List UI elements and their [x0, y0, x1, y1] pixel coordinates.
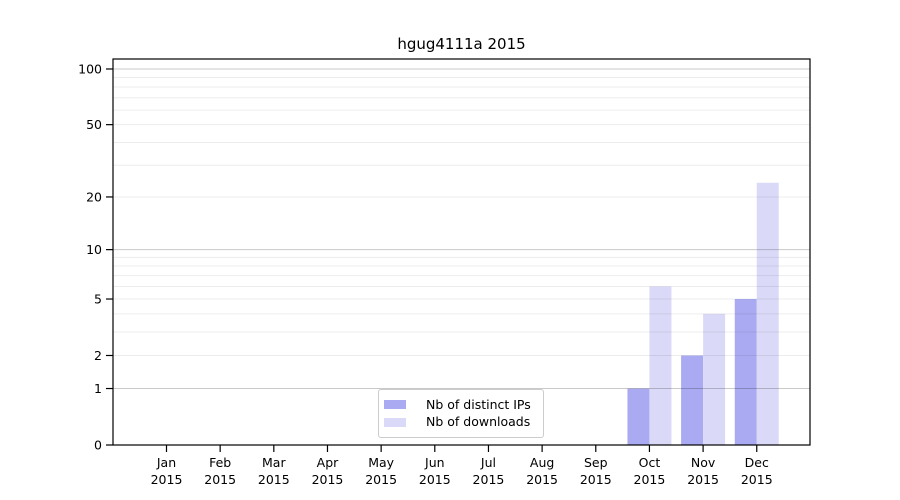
x-tick-label-month: Feb: [209, 455, 231, 470]
x-tick-label-month: Apr: [317, 455, 339, 470]
y-tick-label: 5: [94, 292, 102, 307]
x-tick-label-month: Mar: [262, 455, 286, 470]
x-tick-label-year: 2015: [151, 472, 183, 487]
x-tick-label-month: Aug: [530, 455, 554, 470]
x-tick-label-year: 2015: [580, 472, 612, 487]
legend-item-distinct-ips: Nb of distinct IPs: [384, 398, 537, 412]
x-tick-label-month: Oct: [639, 455, 661, 470]
y-tick-label: 0: [94, 438, 102, 453]
legend-label-downloads: Nb of downloads: [426, 414, 531, 430]
legend-label-distinct-ips: Nb of distinct IPs: [426, 396, 531, 412]
x-tick-label-month: Sep: [584, 455, 608, 470]
y-tick-label: 2: [94, 348, 102, 363]
x-tick-label-year: 2015: [634, 472, 666, 487]
x-tick-label-year: 2015: [473, 472, 505, 487]
x-tick-label-month: Jan: [156, 455, 176, 470]
x-tick-label-month: Dec: [745, 455, 769, 470]
bar-distinct-ips-dec: [734, 299, 757, 445]
bar-distinct-ips-nov: [681, 355, 704, 445]
chart-title: hgug4111a 2015: [397, 35, 526, 53]
bar-downloads-oct: [649, 286, 672, 445]
y-tick-label: 1: [94, 381, 102, 396]
x-tick-label-month: May: [368, 455, 394, 470]
plot-frame: [112, 58, 811, 446]
legend-swatch-distinct-ips-icon: [384, 400, 406, 410]
bar-downloads-nov: [703, 313, 726, 445]
x-tick-label-month: Jun: [424, 455, 445, 470]
x-tick-label-year: 2015: [258, 472, 290, 487]
x-tick-label-year: 2015: [741, 472, 773, 487]
bar-downloads-dec: [756, 182, 779, 445]
x-tick-label-year: 2015: [687, 472, 719, 487]
legend: Nb of distinct IPs Nb of downloads: [378, 389, 544, 438]
x-tick-label-year: 2015: [526, 472, 558, 487]
y-tick-label: 50: [86, 117, 102, 132]
x-tick-label-month: Nov: [691, 455, 716, 470]
y-tick-label: 100: [78, 61, 102, 76]
x-tick-label-year: 2015: [419, 472, 451, 487]
x-tick-label-month: Jul: [480, 455, 496, 470]
legend-swatch-downloads-icon: [384, 417, 406, 427]
y-tick-label: 20: [86, 189, 102, 204]
y-tick-label: 10: [86, 242, 102, 257]
legend-item-downloads: Nb of downloads: [384, 415, 537, 429]
x-tick-label-year: 2015: [204, 472, 236, 487]
x-tick-label-year: 2015: [365, 472, 397, 487]
bar-distinct-ips-oct: [627, 388, 650, 445]
x-tick-label-year: 2015: [312, 472, 344, 487]
